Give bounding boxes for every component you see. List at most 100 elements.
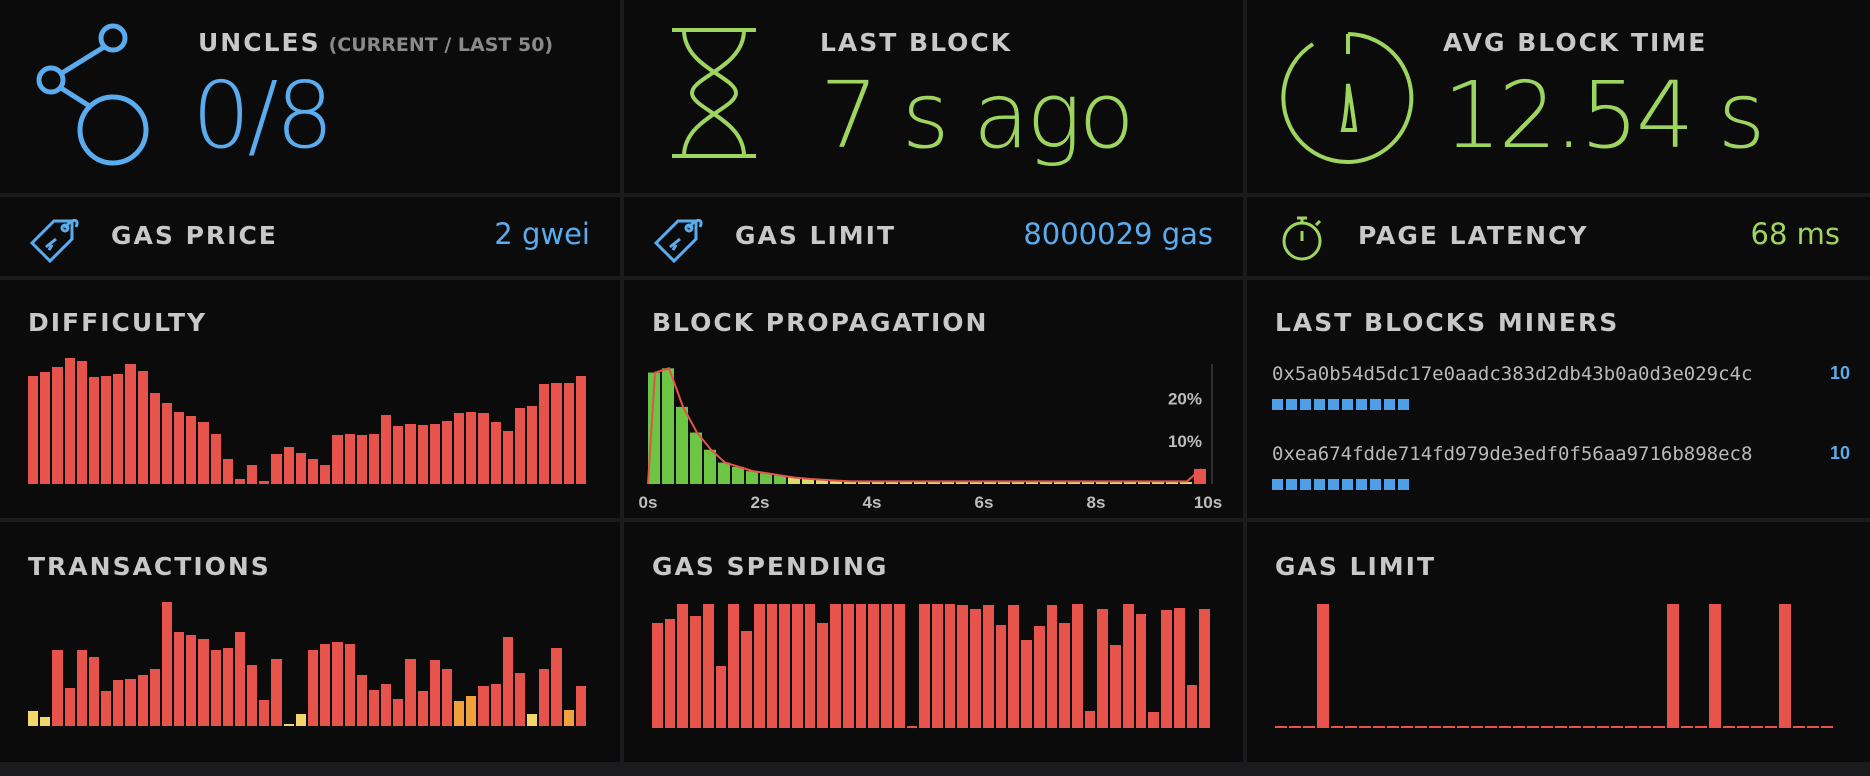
gas-spending-bar: [1122, 604, 1134, 728]
gas-limit-bar: [1779, 604, 1791, 728]
propagation-bar: [816, 479, 828, 484]
transactions-bar: [429, 660, 440, 726]
gas-limit-bar: [1569, 725, 1581, 728]
gas-limit-stat-value: 8000029 gas: [1023, 217, 1213, 251]
gas-spending-bar: [1135, 613, 1147, 728]
gas-spending-bar: [1148, 711, 1160, 728]
difficulty-bar: [478, 413, 489, 484]
gas-spending-bar: [919, 604, 930, 728]
difficulty-bar: [356, 434, 367, 484]
propagation-bar: [1040, 482, 1052, 484]
difficulty-bar: [161, 403, 173, 484]
gas-spending-bar: [1199, 608, 1210, 728]
gas-spending-bar: [817, 622, 829, 728]
miner-block: [1370, 399, 1381, 410]
gas-spending-bar: [932, 604, 943, 728]
propagation-bar: [928, 482, 940, 484]
propagation-bar: [774, 475, 786, 484]
gas-price-value: 2 gwei: [494, 217, 590, 251]
gas-spending-bar: [893, 604, 905, 728]
gas-limit-bar: [1681, 725, 1693, 728]
last-block-panel: LAST BLOCK 7 s ago: [624, 0, 1243, 193]
gas-spending-bar: [652, 622, 663, 728]
miner-address[interactable]: 0xea674fdde714fd979de3edf0f56aa9716b898e…: [1272, 443, 1753, 465]
propagation-bar: [1082, 482, 1094, 484]
gas-spending-bar: [728, 604, 740, 728]
uncles-label: UNCLES (CURRENT / LAST 50): [198, 28, 554, 57]
gas-limit-bar: [1289, 725, 1301, 728]
propagation-bar: [1054, 482, 1066, 484]
block-propagation-panel: BLOCK PROPAGATION 0s 2s 4s 6s 8s 10s 10% 20%: [624, 280, 1243, 518]
transactions-bar: [283, 724, 294, 726]
gas-spending-bar: [842, 604, 854, 728]
transactions-bar: [186, 635, 197, 726]
gas-limit-stat-label: GAS LIMIT: [735, 221, 897, 250]
gas-spending-bar: [792, 604, 803, 728]
transactions-bar: [161, 602, 173, 726]
miner-block: [1300, 479, 1311, 490]
transactions-bar: [466, 696, 477, 726]
difficulty-bar: [429, 423, 440, 484]
difficulty-bar: [149, 393, 160, 484]
propagation-bar: [970, 482, 982, 484]
y-tick-label: 10%: [1168, 432, 1202, 451]
propagation-bar: [886, 482, 898, 484]
propagation-bar: [1124, 482, 1136, 484]
miner-block: [1300, 399, 1311, 410]
gas-limit-bar: [1429, 725, 1441, 728]
difficulty-bar: [88, 376, 100, 484]
gas-price-panel: GAS PRICE 2 gwei: [0, 197, 620, 276]
transactions-bar: [76, 650, 87, 726]
miner-address[interactable]: 0x5a0b54d5dc17e0aadc383d2db43b0a0d3e029c…: [1272, 363, 1753, 385]
gas-limit-bar: [1317, 604, 1329, 728]
gas-limit-bar: [1331, 725, 1343, 728]
difficulty-bar: [234, 478, 246, 484]
transactions-bar: [149, 668, 160, 726]
transactions-bar: [527, 713, 538, 726]
transactions-bar: [52, 650, 63, 726]
propagation-bar: [676, 406, 688, 484]
transactions-bar: [551, 647, 562, 726]
gas-limit-bar: [1555, 725, 1567, 728]
gas-spending-bar: [1110, 644, 1121, 728]
propagation-bar: [788, 477, 800, 484]
transactions-bar: [356, 675, 367, 726]
propagation-bar: [914, 482, 926, 484]
miner-blocks-bar: [1272, 479, 1409, 490]
propagation-bar: [942, 482, 954, 484]
gas-spending-bar: [1173, 607, 1185, 728]
propagation-bar: [956, 482, 968, 484]
propagation-bar: [1026, 482, 1038, 484]
page-latency-panel: PAGE LATENCY 68 ms: [1247, 197, 1870, 276]
transactions-chart: [28, 602, 588, 726]
gas-spending-bar: [753, 604, 765, 728]
difficulty-bar: [320, 465, 331, 484]
gas-spending-bar: [1072, 604, 1083, 728]
difficulty-bar: [466, 412, 477, 484]
gas-limit-bar: [1401, 725, 1413, 728]
gas-spending-bar: [1186, 684, 1198, 728]
propagation-bar: [1012, 482, 1024, 484]
uncles-value: 0/8: [192, 62, 334, 169]
gas-spending-label: GAS SPENDING: [652, 552, 889, 581]
difficulty-bar: [259, 481, 270, 484]
gas-limit-bar: [1583, 725, 1595, 728]
gas-spending-bar: [1033, 626, 1045, 728]
transactions-bar: [417, 691, 428, 726]
gas-limit-bar: [1695, 725, 1707, 728]
uncles-sublabel: (CURRENT / LAST 50): [328, 34, 554, 56]
gas-spending-bar: [1097, 608, 1109, 728]
propagation-bar: [718, 462, 730, 484]
transactions-bar: [88, 656, 100, 726]
difficulty-bar: [393, 426, 404, 484]
transactions-bar: [40, 717, 51, 726]
propagation-bar: [984, 482, 996, 484]
gas-spending-bar: [982, 605, 994, 728]
gas-limit-bar: [1415, 725, 1427, 728]
difficulty-bar: [247, 465, 258, 484]
propagation-bar: [662, 368, 674, 484]
miner-block-count: 10: [1830, 363, 1851, 383]
propagation-bar: [830, 480, 842, 484]
miner-block: [1342, 399, 1353, 410]
difficulty-bar: [283, 447, 294, 484]
